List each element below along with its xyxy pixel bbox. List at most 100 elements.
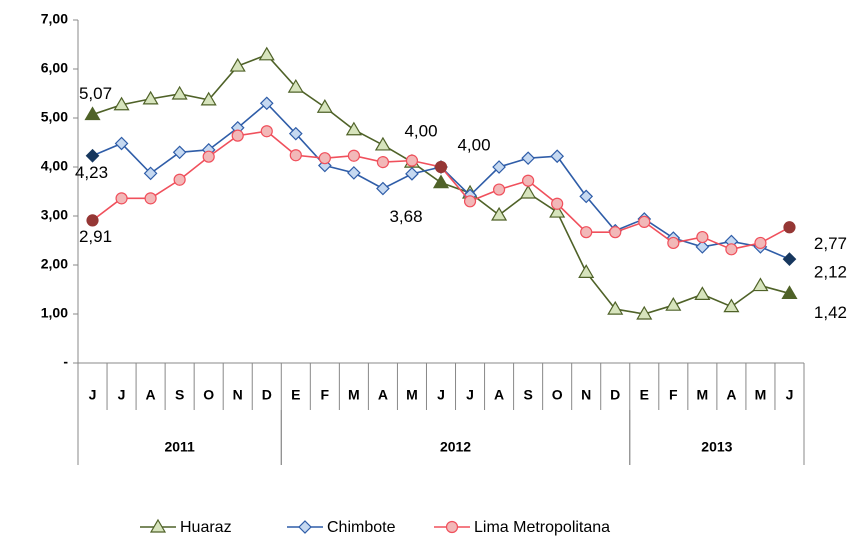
data-point xyxy=(754,236,767,250)
x-tick-label: J xyxy=(786,387,794,403)
data-point xyxy=(694,286,711,300)
x-tick-label: N xyxy=(233,387,243,403)
data-point xyxy=(84,106,101,121)
y-tick-label: 6,00 xyxy=(41,60,68,76)
data-point xyxy=(551,197,564,210)
data-point xyxy=(347,166,361,180)
data-point xyxy=(522,174,535,187)
x-tick-label: S xyxy=(523,387,532,403)
data-point xyxy=(781,285,798,300)
data-point xyxy=(229,57,246,72)
x-tick-label: J xyxy=(89,387,97,403)
x-tick-label: A xyxy=(146,387,156,403)
data-point xyxy=(288,126,303,141)
data-point xyxy=(113,96,130,111)
data-point xyxy=(432,174,450,189)
data-point xyxy=(144,192,157,205)
data-point xyxy=(259,96,274,111)
data-point xyxy=(142,90,159,105)
data-point xyxy=(376,156,390,169)
data-point xyxy=(260,125,273,138)
data-point xyxy=(665,296,682,311)
year-label: 2013 xyxy=(701,439,732,455)
data-point xyxy=(171,85,188,100)
x-tick-label: M xyxy=(348,387,360,403)
data-point xyxy=(782,252,797,266)
legend-label: Huaraz xyxy=(180,519,232,536)
data-point xyxy=(316,99,333,113)
year-label: 2011 xyxy=(164,439,195,455)
x-tick-label: A xyxy=(378,387,388,403)
y-tick-label: 1,00 xyxy=(41,305,68,321)
data-point xyxy=(172,145,187,160)
data-point xyxy=(521,151,535,166)
data-label: 2,12 xyxy=(814,263,847,282)
data-point xyxy=(202,150,215,163)
data-point xyxy=(114,136,129,151)
data-point xyxy=(579,189,594,204)
data-point xyxy=(638,215,651,228)
x-tick-label: F xyxy=(321,387,330,403)
series-line xyxy=(92,130,790,251)
data-label: 4,23 xyxy=(75,163,108,182)
data-point xyxy=(86,214,99,227)
data-point xyxy=(492,183,506,196)
data-point xyxy=(492,160,506,174)
x-tick-label: S xyxy=(175,387,184,403)
data-point xyxy=(347,149,360,162)
x-tick-label: A xyxy=(494,387,504,403)
x-tick-label: M xyxy=(755,387,767,403)
x-tick-label: J xyxy=(466,387,474,403)
y-tick-label: 3,00 xyxy=(41,207,68,223)
data-label: 2,91 xyxy=(79,227,112,246)
legend-marker xyxy=(298,520,312,534)
x-tick-label: J xyxy=(437,387,445,403)
x-tick-label: A xyxy=(726,387,736,403)
data-point xyxy=(667,236,680,250)
x-tick-label: D xyxy=(262,387,272,403)
data-label: 3,68 xyxy=(389,207,422,226)
data-point xyxy=(607,300,624,315)
data-point xyxy=(173,173,186,186)
y-tick-label: 2,00 xyxy=(41,256,68,272)
data-point xyxy=(258,46,275,61)
data-label: 5,07 xyxy=(79,84,112,103)
x-tick-label: O xyxy=(552,387,563,403)
y-tick-label: 4,00 xyxy=(41,158,68,174)
data-point xyxy=(463,195,477,208)
data-point xyxy=(345,121,362,136)
data-point xyxy=(520,184,537,199)
x-tick-label: M xyxy=(697,387,709,403)
data-point xyxy=(696,230,709,244)
data-point xyxy=(318,152,331,165)
x-tick-label: N xyxy=(581,387,591,403)
data-point xyxy=(374,136,391,151)
data-point xyxy=(580,226,593,239)
data-point xyxy=(405,167,419,181)
y-tick-label: - xyxy=(63,354,68,370)
data-label: 4,00 xyxy=(404,121,437,140)
x-tick-label: D xyxy=(610,387,620,403)
legend-marker xyxy=(445,520,459,534)
data-point xyxy=(636,305,653,320)
data-label: 1,42 xyxy=(814,303,847,322)
data-label: 4,00 xyxy=(457,135,490,154)
x-tick-label: F xyxy=(669,387,678,403)
data-point xyxy=(85,148,100,163)
y-tick-label: 5,00 xyxy=(41,109,68,125)
data-point xyxy=(376,181,390,196)
data-point xyxy=(783,221,796,234)
data-point xyxy=(231,129,244,142)
data-point xyxy=(609,226,622,239)
data-point xyxy=(289,149,302,162)
data-point xyxy=(723,298,740,313)
data-label: 2,77 xyxy=(814,234,847,253)
x-tick-label: J xyxy=(118,387,126,403)
data-point xyxy=(405,154,419,167)
data-point xyxy=(550,149,565,164)
data-point xyxy=(200,91,217,106)
data-point xyxy=(143,166,158,181)
data-point xyxy=(549,203,566,218)
